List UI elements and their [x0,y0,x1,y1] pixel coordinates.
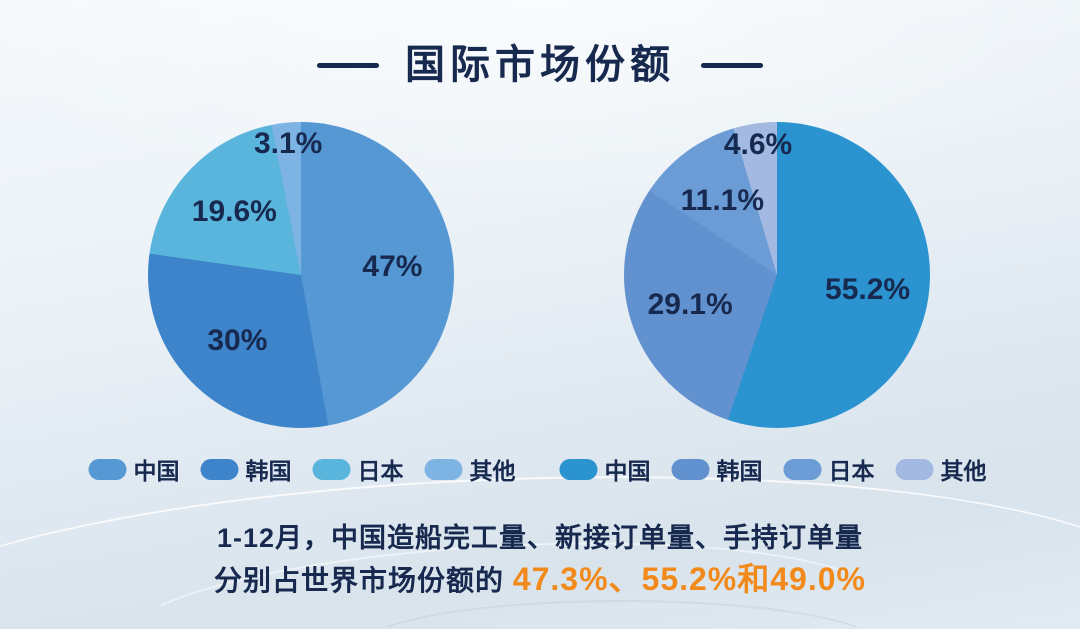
legend-label: 其他 [469,458,516,484]
legend-swatch-icon [88,458,127,480]
legend-item: 日本 [783,452,875,486]
legend-swatch-icon [559,458,598,480]
legend-swatch-icon [312,458,351,480]
pie-slice-label: 3.1% [253,127,323,161]
background-arc [360,600,884,629]
pie-slice-label: 4.6% [723,127,793,161]
legend-item: 韩国 [671,452,763,486]
footer: 1-12月，中国造船完工量、新接订单量、手持订单量 分别占世界市场份额的 47.… [0,521,1080,601]
legend-swatch-icon [424,458,463,480]
page-title: 国际市场份额 [405,43,675,87]
legend-label: 中国 [133,458,180,484]
legend-item: 中国 [559,452,651,486]
footer-line1: 1-12月，中国造船完工量、新接订单量、手持订单量 [216,523,864,553]
pie-slice-label: 19.6% [191,194,277,228]
pie-slice-label: 11.1% [680,184,765,218]
title-dash-left-icon [317,62,379,68]
legend-swatch-icon [783,458,822,480]
pie-slice-label: 47% [362,249,423,283]
legend-swatch-icon [200,458,239,480]
pie-slice-label: 30% [207,324,268,358]
legend-left: 中国 韩国 日本 其他 [88,452,516,486]
legend-item: 其他 [424,452,516,486]
legend-item: 日本 [312,452,404,486]
legend-swatch-icon [671,458,710,480]
legend-label: 日本 [357,458,404,484]
legend-item: 其他 [895,452,987,486]
pie-slice-label: 55.2% [825,272,911,306]
legend-label: 其他 [940,458,987,484]
legend-label: 韩国 [245,458,292,484]
pie-slice-label: 29.1% [647,287,733,321]
pie-chart-right: 55.2% 29.1% 11.1% 4.6% [624,122,930,428]
pie-chart-left: 47% 30% 19.6% 3.1% [148,122,454,428]
legend-swatch-icon [895,458,934,480]
legend-label: 韩国 [716,458,763,484]
title-dash-right-icon [701,62,763,68]
legend-label: 中国 [604,458,651,484]
legend-label: 日本 [828,458,875,484]
legend-item: 韩国 [200,452,292,486]
footer-line2: 分别占世界市场份额的 47.3%、55.2%和49.0% [0,559,1080,601]
footer-highlight: 47.3%、55.2%和49.0% [512,561,866,597]
legend-right: 中国 韩国 日本 其他 [559,452,987,486]
footer-line2-prefix: 分别占世界市场份额的 [214,565,513,596]
legend-item: 中国 [88,452,180,486]
title-row: 国际市场份额 [0,40,1080,90]
